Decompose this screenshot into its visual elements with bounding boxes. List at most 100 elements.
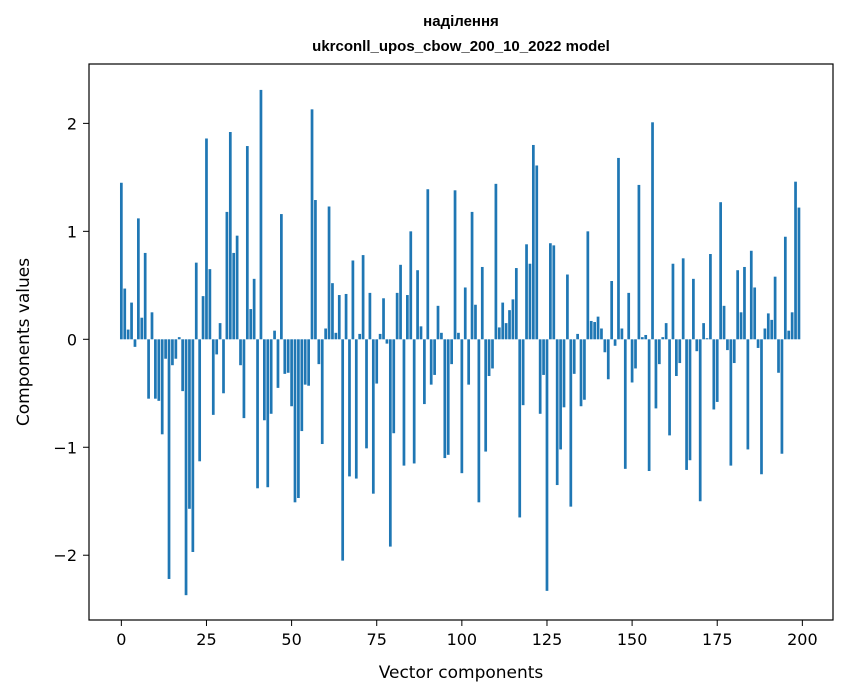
bar-192	[773, 276, 777, 340]
bar-117	[518, 339, 522, 518]
bar-33	[232, 252, 236, 340]
bar-148	[623, 339, 627, 469]
bar-5	[137, 218, 140, 340]
bar-67	[348, 339, 351, 477]
x-tick-label: 100	[447, 630, 478, 649]
bar-56	[310, 109, 314, 340]
bar-44	[269, 339, 273, 414]
bar-181	[736, 270, 740, 340]
bar-18	[181, 339, 184, 392]
bar-163	[675, 339, 678, 377]
bar-136	[583, 339, 586, 400]
bar-169	[695, 339, 699, 352]
bar-89	[423, 339, 426, 405]
bar-186	[753, 287, 757, 340]
y-axis-ticks: −2 −1 0 1 2	[53, 114, 89, 565]
bar-189	[763, 328, 767, 340]
bar-42	[263, 339, 266, 421]
bar-161	[668, 339, 671, 436]
bar-43	[266, 339, 270, 488]
y-tick-label: 0	[67, 330, 77, 349]
chart-subtitle: ukrconll_upos_cbow_200_10_2022 model	[312, 38, 610, 55]
bar-61	[327, 206, 331, 340]
bar-57	[314, 200, 317, 340]
bar-49	[286, 339, 290, 373]
bar-174	[712, 339, 716, 410]
bar-153	[640, 337, 644, 340]
bar-52	[297, 339, 300, 498]
bar-94	[440, 332, 443, 340]
bar-184	[746, 339, 750, 450]
bar-132	[569, 339, 573, 507]
x-tick-label: 75	[367, 630, 387, 649]
bar-64	[337, 295, 341, 340]
bar-29	[218, 323, 222, 340]
bar-101	[463, 287, 467, 340]
bar-193	[777, 339, 780, 373]
bar-70	[358, 333, 362, 340]
bar-63	[334, 332, 338, 340]
bar-195	[783, 236, 787, 340]
bar-111	[497, 327, 501, 340]
bar-24	[201, 296, 205, 340]
bar-124	[542, 339, 545, 375]
bar-80	[392, 339, 396, 434]
bar-175	[715, 339, 719, 402]
bar-30	[222, 339, 225, 394]
bar-119	[525, 244, 528, 340]
bar-4	[133, 339, 137, 347]
x-tick-label: 25	[196, 630, 216, 649]
bar-98	[453, 190, 457, 340]
bar-47	[280, 214, 283, 340]
bar-19	[184, 339, 188, 596]
bar-53	[300, 339, 304, 432]
bar-140	[596, 316, 600, 340]
bar-137	[586, 231, 590, 340]
bar-99	[457, 332, 460, 340]
bar-22	[194, 262, 198, 340]
bar-69	[354, 339, 358, 479]
bar-190	[766, 313, 770, 340]
bar-26	[208, 269, 212, 340]
bar-182	[739, 312, 743, 340]
bar-59	[320, 339, 324, 445]
bar-158	[657, 339, 661, 365]
bar-82	[399, 264, 402, 340]
bar-74	[371, 339, 375, 494]
x-tick-label: 0	[116, 630, 126, 649]
bar-116	[514, 268, 518, 340]
bar-31	[225, 211, 229, 340]
bar-100	[460, 339, 464, 474]
bar-41	[259, 89, 263, 340]
bar-28	[215, 339, 219, 355]
bar-65	[341, 339, 345, 561]
bar-176	[719, 202, 722, 340]
y-tick-label: −1	[53, 438, 77, 457]
bar-6	[140, 317, 144, 340]
bar-196	[787, 330, 791, 340]
bar-81	[395, 292, 399, 340]
bar-34	[235, 235, 239, 340]
bar-147	[620, 328, 624, 340]
bar-114	[508, 310, 511, 340]
bar-152	[637, 184, 641, 340]
x-axis-ticks: 0 25 50 75 100 125 150 175 200	[116, 620, 818, 649]
bar-103	[470, 211, 474, 340]
bar-129	[559, 339, 562, 450]
bar-90	[426, 189, 430, 340]
bar-46	[276, 339, 280, 388]
x-tick-label: 175	[702, 630, 733, 649]
x-tick-label: 50	[281, 630, 301, 649]
bar-21	[191, 339, 195, 552]
bar-118	[521, 339, 525, 406]
bar-7	[143, 252, 147, 340]
bar-13	[164, 339, 167, 359]
bar-105	[477, 339, 481, 503]
bar-112	[501, 302, 505, 340]
bar-107	[484, 339, 488, 452]
bar-126	[549, 243, 552, 340]
y-tick-label: −2	[53, 546, 77, 565]
chart-title-line: наділення	[423, 13, 499, 30]
